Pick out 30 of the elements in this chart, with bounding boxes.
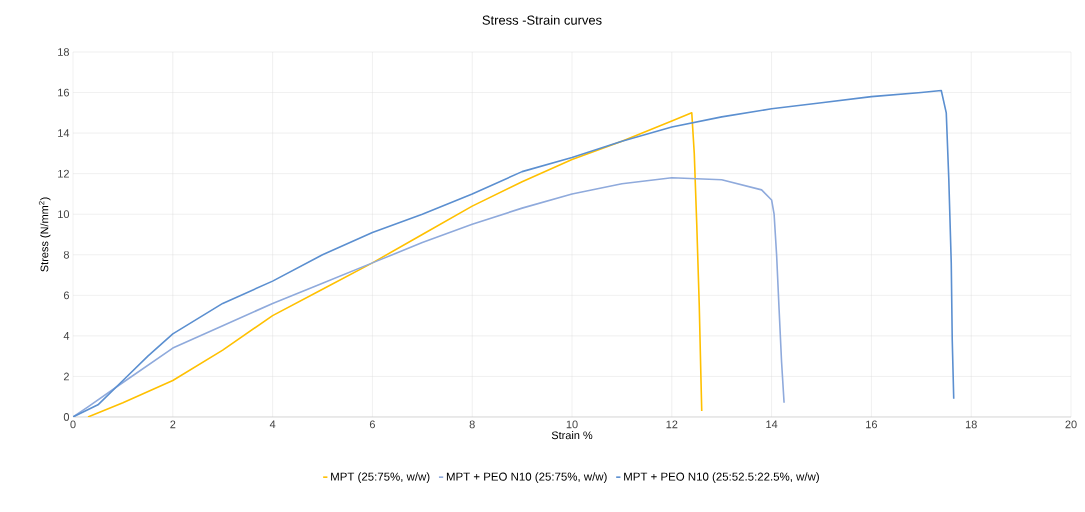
x-axis-title: Strain % [551, 431, 593, 440]
x-tick-label: 18 [965, 420, 977, 429]
x-tick-label: 10 [566, 420, 578, 429]
line-series [73, 176, 785, 417]
y-tick-label: 12 [58, 169, 69, 178]
y-tick-label: 8 [63, 250, 69, 259]
y-tick-label: 16 [58, 88, 69, 97]
y-axis-title: Stress (N/mm$^{2}$) [38, 197, 51, 272]
line-series [73, 89, 955, 417]
y-tick-label: 10 [58, 210, 70, 219]
legend-label: MPT + PEO N10 (25:52.5:22.5%, w/w) [624, 472, 819, 483]
legend-label: MPT (25:75%, w/w) [331, 472, 430, 483]
line-series [87, 112, 703, 417]
y-tick-label: 2 [63, 372, 69, 381]
x-tick-label: 16 [866, 420, 878, 429]
x-tick-label: 14 [766, 420, 778, 429]
x-tick-label: 12 [666, 420, 678, 429]
chart-title: Stress -Strain curves [482, 15, 602, 25]
y-tick-label: 18 [58, 48, 69, 56]
y-tick-label: 0 [63, 413, 70, 421]
x-tick-label: 4 [269, 420, 276, 429]
x-tick-label: 0 [70, 420, 76, 429]
legend-label: MPT + PEO N10 (25:75%, w/w) [446, 472, 607, 483]
x-tick-label: 8 [469, 420, 475, 429]
y-tick-label: 6 [63, 291, 69, 300]
x-tick-label: 6 [369, 420, 375, 429]
y-tick-label: 14 [58, 129, 70, 137]
x-tick-label: 2 [170, 420, 176, 429]
x-tick-label: 20 [1065, 420, 1077, 429]
y-tick-label: 4 [63, 332, 70, 340]
